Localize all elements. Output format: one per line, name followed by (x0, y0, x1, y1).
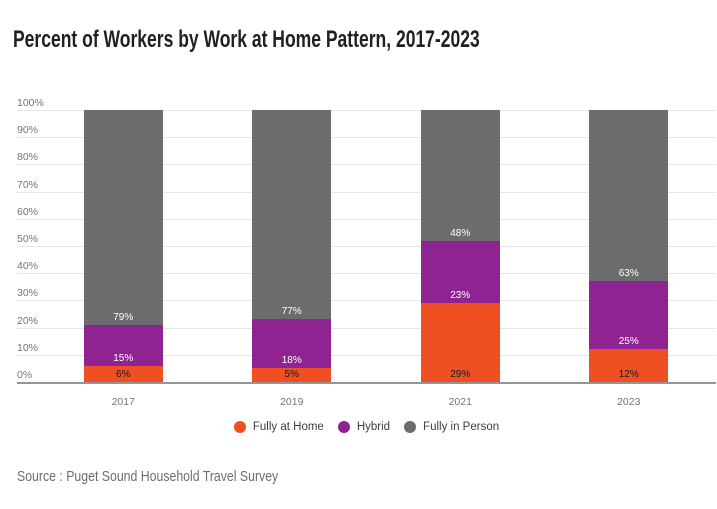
bar-segment-fully-at-home: 12% (589, 349, 669, 382)
bar-segment-fully-at-home: 6% (83, 365, 163, 382)
legend-marker-icon (337, 421, 350, 433)
stacked-bar-2019: 77% 18% 5% (252, 110, 332, 382)
bar-value-label: 15% (113, 352, 134, 364)
bar-segment-fully-in-person: 77% (252, 110, 332, 320)
bar-segment-hybrid: 18% (252, 319, 332, 369)
x-axis-label-2019: 2019 (280, 396, 304, 408)
gridline (17, 164, 716, 166)
legend-label: Fully at Home (252, 421, 324, 433)
bar-value-label: 23% (450, 290, 471, 302)
legend-marker-icon (233, 421, 246, 433)
gridline (17, 218, 716, 220)
x-axis-labels: 2017 2019 2021 2023 (39, 396, 713, 408)
y-axis-tick-label: 20% (17, 314, 39, 327)
source-note: Source : Puget Sound Household Travel Su… (17, 468, 279, 485)
y-axis-tick-label: 80% (17, 151, 39, 164)
legend-label: Fully in Person (423, 421, 500, 433)
x-axis-label-2021: 2021 (448, 396, 472, 408)
bar-value-label: 48% (450, 227, 471, 239)
y-axis-tick-label: 60% (17, 205, 39, 218)
bar-segment-fully-in-person: 79% (83, 110, 163, 325)
gridline (17, 110, 716, 111)
y-axis-tick-label: 50% (17, 233, 39, 245)
stacked-bar-2023: 63% 25% 12% (589, 110, 669, 382)
gridline (17, 246, 716, 247)
chart-title: Percent of Workers by Work at Home Patte… (13, 26, 480, 53)
bar-segment-hybrid: 15% (83, 324, 163, 366)
y-axis-tick-label: 0% (17, 369, 33, 381)
y-axis-tick-label: 90% (17, 124, 39, 137)
bar-value-label: 79% (113, 311, 134, 323)
legend: Fully at Home Hybrid Fully in Person (17, 421, 716, 433)
bar-value-label: 6% (116, 369, 131, 380)
gridline (17, 137, 716, 139)
legend-item-fully-in-person: Fully in Person (404, 421, 499, 433)
bar-band-2017: 79% 15% 6% (39, 110, 208, 382)
x-axis-label-2023: 2023 (617, 396, 641, 408)
y-axis-tick-label: 40% (17, 260, 39, 273)
legend-item-hybrid: Hybrid (337, 421, 391, 433)
bar-segment-fully-in-person: 48% (420, 110, 500, 241)
legend-label: Hybrid (356, 421, 391, 433)
gridline (17, 354, 716, 356)
bar-segment-fully-in-person: 63% (589, 110, 669, 282)
stacked-bar-2021: 48% 23% 29% (420, 110, 500, 382)
bar-band-2021: 48% 23% 29% (376, 110, 545, 382)
bar-segment-fully-at-home: 5% (252, 368, 332, 382)
y-axis-tick-label: 70% (17, 178, 39, 191)
bar-segment-hybrid: 23% (420, 240, 500, 304)
bar-segment-hybrid: 25% (589, 281, 669, 350)
gridline (17, 327, 716, 329)
bar-segment-fully-at-home: 29% (420, 303, 500, 382)
y-axis-tick-label: 30% (17, 287, 39, 300)
gridline (17, 191, 716, 193)
x-axis-label-2017: 2017 (111, 396, 135, 408)
stacked-bar-2017: 79% 15% 6% (83, 110, 163, 382)
bar-value-label: 18% (281, 355, 302, 367)
bars-area: 79% 15% 6% 77% 18% 5% 48% 23% 29% 63% 25% 12% (39, 110, 713, 382)
bar-value-label: 25% (618, 336, 639, 348)
bar-value-label: 12% (618, 369, 639, 380)
legend-item-fully-at-home: Fully at Home (233, 421, 324, 433)
gridline (17, 300, 716, 302)
y-axis-tick-label: 100% (17, 97, 44, 109)
bar-band-2023: 63% 25% 12% (545, 110, 714, 382)
gridline (17, 273, 716, 275)
bar-value-label: 5% (284, 369, 299, 380)
y-axis-tick-label: 10% (17, 341, 39, 354)
bar-value-label: 29% (450, 369, 471, 380)
bar-band-2019: 77% 18% 5% (208, 110, 377, 382)
x-axis-baseline (17, 382, 716, 384)
bar-value-label: 77% (281, 306, 302, 318)
plot-area: 100% 90% 80% 70% 60% 50% 40% 30% 20% 10% 0% (17, 97, 716, 384)
bar-value-label: 63% (618, 268, 639, 280)
legend-marker-icon (404, 421, 417, 433)
